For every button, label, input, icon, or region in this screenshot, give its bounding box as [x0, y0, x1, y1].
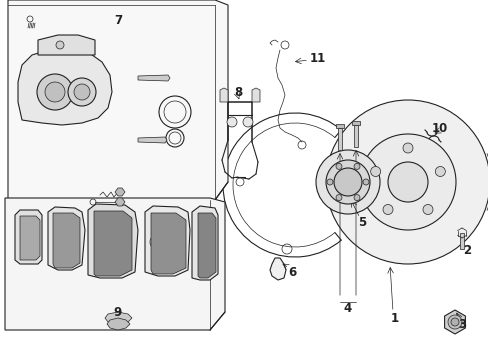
Polygon shape: [15, 210, 42, 264]
Circle shape: [68, 78, 96, 106]
Polygon shape: [151, 213, 185, 274]
Circle shape: [315, 150, 379, 214]
Circle shape: [359, 134, 455, 230]
Circle shape: [422, 204, 432, 215]
Text: 1: 1: [390, 311, 398, 324]
Text: 6: 6: [287, 266, 296, 279]
Circle shape: [56, 41, 64, 49]
Circle shape: [370, 166, 380, 176]
Polygon shape: [48, 207, 85, 270]
Polygon shape: [105, 312, 132, 324]
Circle shape: [450, 318, 458, 326]
Circle shape: [325, 100, 488, 264]
Polygon shape: [220, 88, 227, 102]
Circle shape: [226, 117, 237, 127]
Polygon shape: [337, 128, 341, 150]
Polygon shape: [192, 206, 218, 280]
Polygon shape: [269, 258, 285, 280]
Circle shape: [382, 204, 392, 215]
Polygon shape: [38, 35, 95, 55]
Polygon shape: [353, 125, 357, 147]
Text: 10: 10: [431, 122, 447, 135]
Circle shape: [434, 166, 445, 176]
Circle shape: [45, 82, 65, 102]
Circle shape: [74, 84, 90, 100]
Polygon shape: [138, 75, 170, 81]
Polygon shape: [115, 198, 125, 206]
Circle shape: [325, 160, 369, 204]
Circle shape: [333, 168, 361, 196]
Text: 5: 5: [357, 216, 366, 229]
Text: 7: 7: [114, 14, 122, 27]
Circle shape: [353, 163, 359, 170]
Text: 4: 4: [343, 302, 351, 315]
Circle shape: [335, 163, 341, 170]
Circle shape: [353, 195, 359, 201]
Polygon shape: [444, 310, 465, 334]
Text: 2: 2: [462, 243, 470, 256]
Text: 11: 11: [309, 51, 325, 64]
Polygon shape: [53, 213, 80, 268]
Polygon shape: [138, 137, 167, 143]
Text: 9: 9: [114, 306, 122, 319]
Polygon shape: [94, 211, 132, 276]
Circle shape: [326, 179, 332, 185]
Polygon shape: [198, 213, 216, 278]
Polygon shape: [107, 318, 130, 330]
Polygon shape: [8, 0, 227, 200]
Polygon shape: [459, 233, 463, 249]
Polygon shape: [20, 216, 40, 260]
Circle shape: [362, 179, 368, 185]
Polygon shape: [18, 48, 112, 125]
Text: 3: 3: [457, 319, 465, 332]
Circle shape: [37, 74, 73, 110]
Polygon shape: [115, 188, 125, 196]
Circle shape: [335, 195, 341, 201]
Polygon shape: [335, 124, 343, 128]
Circle shape: [243, 117, 252, 127]
Text: 8: 8: [233, 86, 242, 99]
Polygon shape: [88, 204, 138, 278]
Polygon shape: [351, 121, 359, 125]
Polygon shape: [145, 206, 190, 276]
Circle shape: [402, 143, 412, 153]
Circle shape: [447, 315, 461, 329]
Polygon shape: [5, 198, 224, 330]
Polygon shape: [251, 88, 260, 102]
Bar: [138, 90, 163, 122]
Circle shape: [387, 162, 427, 202]
